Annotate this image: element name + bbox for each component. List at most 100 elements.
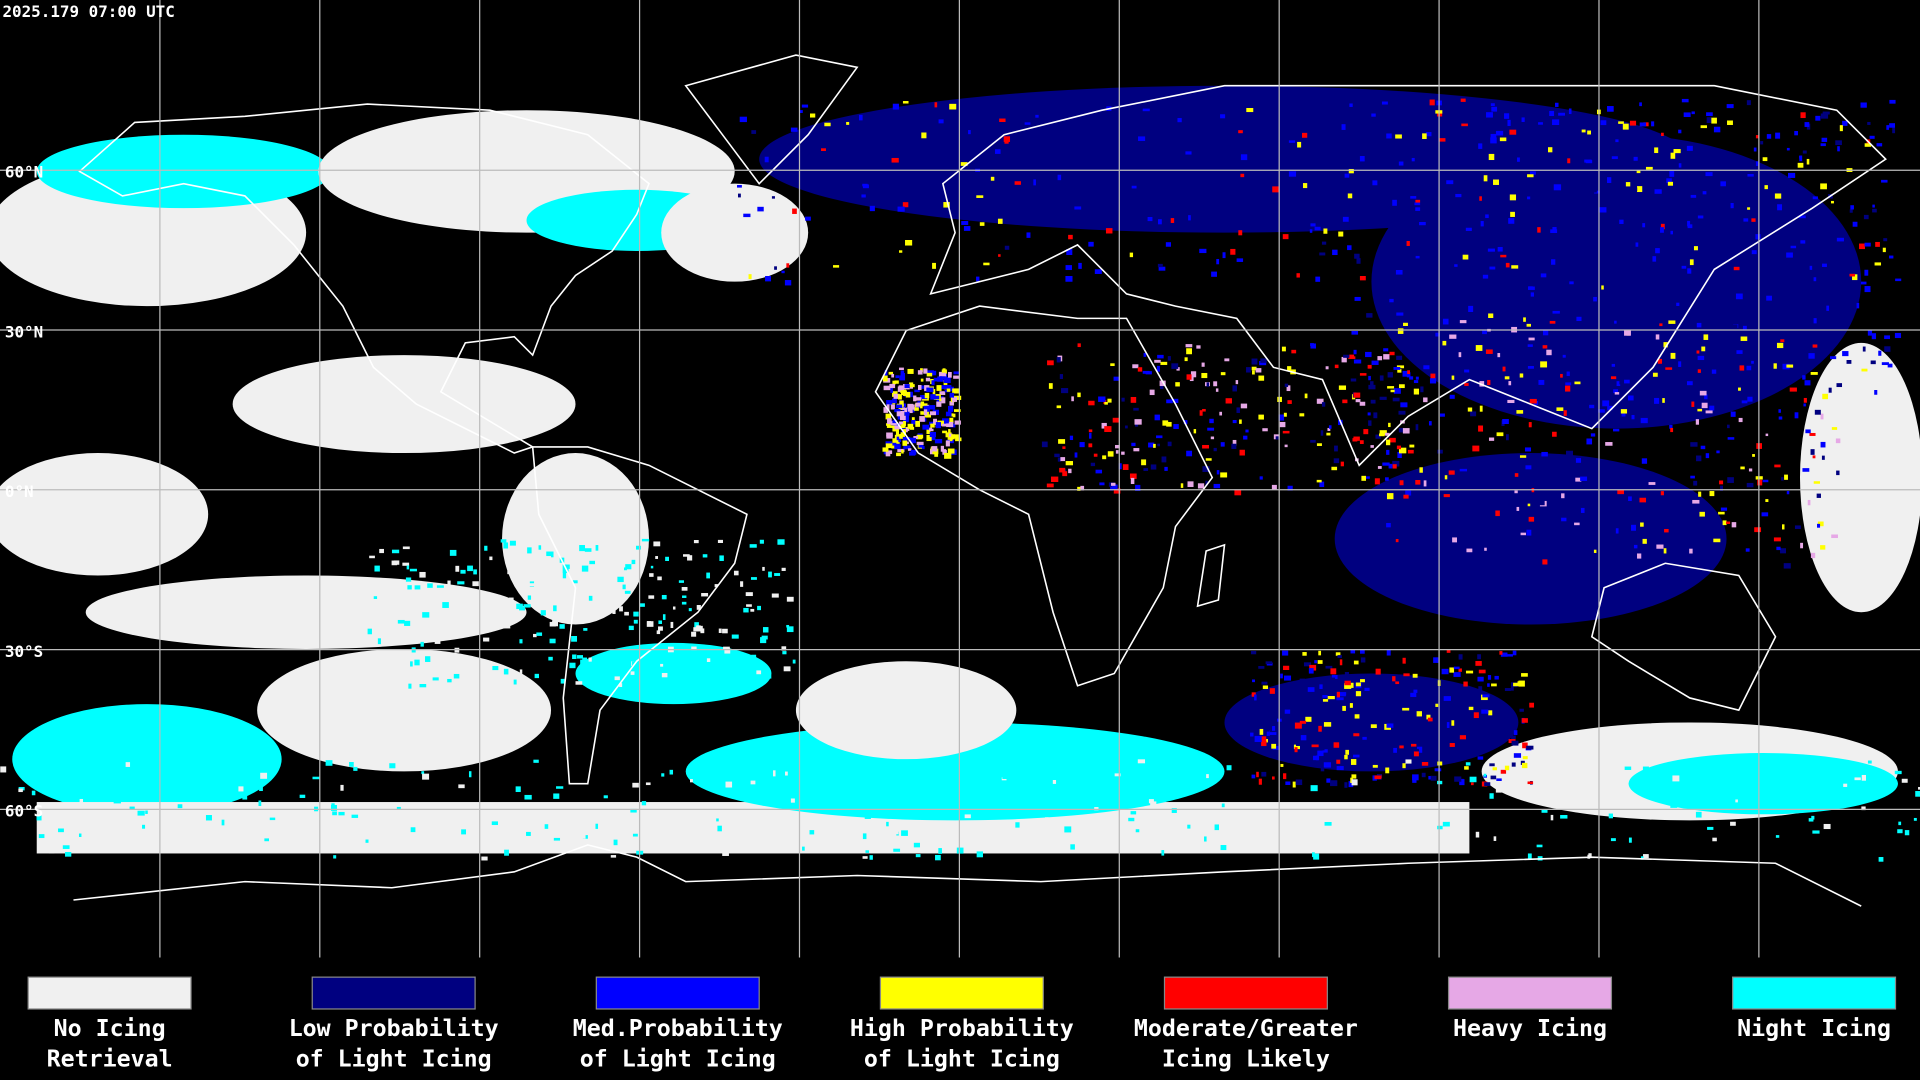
speckle [882,447,889,452]
speckle [1872,204,1875,208]
speckle [407,585,412,590]
speckle [1235,380,1239,385]
speckle [1511,735,1516,739]
speckle [1269,732,1277,735]
speckle [1323,228,1328,234]
speckle [886,435,893,439]
speckle [1469,776,1477,783]
speckle [1409,444,1415,448]
speckle [1415,207,1421,211]
speckle [533,759,539,763]
speckle [1810,449,1815,455]
speckle [1592,219,1597,224]
speckle [1359,440,1364,445]
speckle [1068,234,1073,240]
speckle [1542,559,1548,565]
speckle [1462,254,1469,260]
speckle [1352,438,1358,442]
speckle [1699,390,1707,396]
speckle [1867,121,1871,125]
speckle [1797,162,1804,168]
speckle [1811,243,1818,247]
speckle [1563,410,1567,416]
speckle [1396,355,1403,360]
speckle [1173,424,1179,430]
speckle [728,666,733,671]
speckle [1554,102,1559,107]
speckle [1740,336,1748,341]
speckle [1131,185,1137,189]
speckle [142,824,146,829]
speckle [1412,774,1419,781]
speckle [702,554,708,558]
speckle [1373,412,1378,419]
speckle [1071,396,1074,402]
speckle [915,854,921,858]
speckle [1628,837,1632,843]
speckle [1523,317,1526,322]
speckle [613,810,619,814]
speckle [490,603,497,609]
speckle [1465,712,1473,718]
speckle [467,565,473,572]
speckle [936,385,942,391]
speckle [465,596,468,601]
speckle [409,568,417,572]
speckle [1641,458,1648,464]
speckle [1874,390,1878,395]
speckle [941,372,947,377]
speckle [764,156,769,163]
speckle [943,377,951,384]
speckle [397,619,405,624]
speckle [1407,449,1414,454]
speckle [632,833,638,837]
speckle [1624,329,1631,336]
speckle [0,766,7,773]
speckle [309,814,313,818]
speckle [1360,649,1365,654]
speckle [1870,360,1876,365]
speckle [1820,441,1826,448]
speckle [1822,111,1830,115]
speckle [1496,778,1502,781]
speckle [1125,425,1128,429]
speckle [1199,410,1203,416]
speckle [1186,374,1192,380]
speckle [1234,489,1242,496]
speckle [526,565,529,572]
speckle [1875,241,1880,247]
speckle [1836,383,1843,388]
speckle [915,420,920,427]
speckle [1283,773,1287,780]
speckle [935,854,941,861]
speckle [948,405,954,412]
speckle [1375,434,1381,439]
speckle [1414,240,1418,244]
speckle [1727,424,1730,429]
speckle [1302,183,1308,189]
speckle [1485,349,1493,354]
speckle [907,423,914,429]
speckle [1331,466,1338,471]
speckle [1222,252,1226,259]
speckle [1154,414,1160,421]
speckle [1566,371,1570,376]
speckle [1259,476,1263,480]
speckle [1604,788,1610,792]
speckle [1812,344,1818,348]
speckle [630,667,634,673]
speckle [1183,420,1188,425]
speckle [612,610,616,614]
speckle [1316,443,1322,447]
speckle [1482,330,1487,335]
speckle [1557,761,1563,768]
speckle [1359,401,1366,406]
speckle [1383,348,1389,352]
speckle [751,654,757,661]
speckle [824,122,831,127]
speckle [1110,484,1114,491]
speckle [952,396,958,402]
speckle [1107,398,1112,403]
speckle [510,566,517,570]
speckle [1690,194,1697,198]
